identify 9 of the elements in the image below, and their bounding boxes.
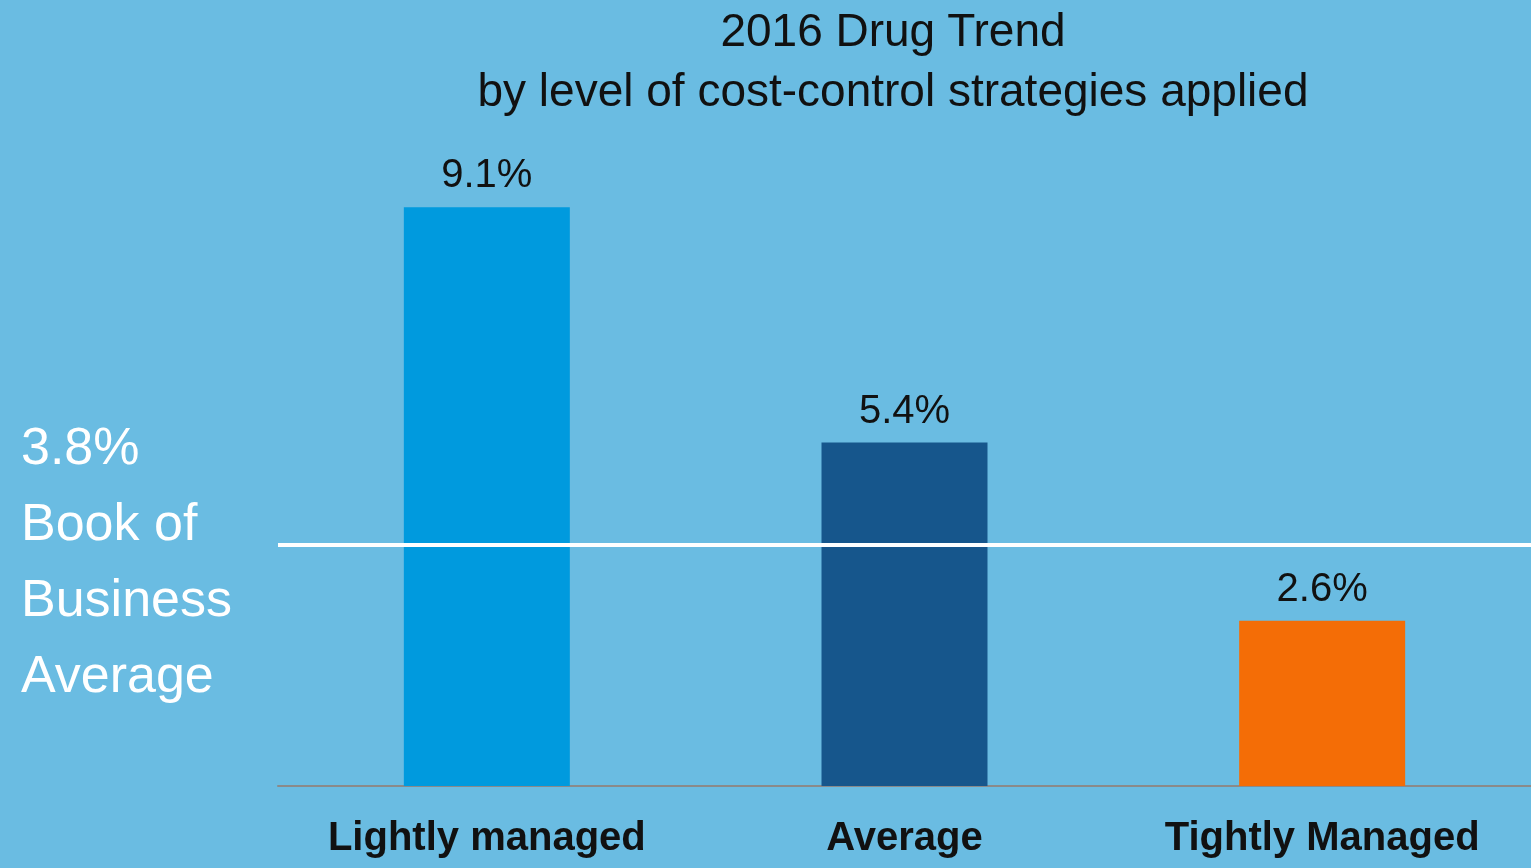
x-tick-label: Average <box>826 814 983 858</box>
chart-title: 2016 Drug Trend <box>720 4 1066 56</box>
data-label: 9.1% <box>441 151 533 196</box>
data-label: 2.6% <box>1276 564 1368 609</box>
x-tick-label: Lightly managed <box>327 814 646 858</box>
ref-line-label: 3.8% Book of Business Average <box>21 417 247 704</box>
chart-subtitle: by level of cost-control strategies applied <box>477 64 1309 116</box>
data-label: 5.4% <box>858 386 951 431</box>
x-tick-label: Tightly Managed <box>1164 814 1480 858</box>
